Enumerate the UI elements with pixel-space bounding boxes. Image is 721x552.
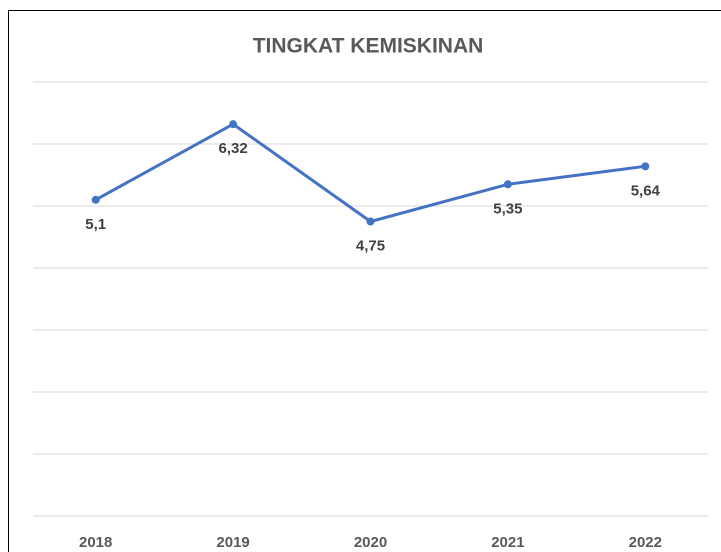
- x-tick-label: 2020: [354, 534, 387, 551]
- data-point: [641, 162, 650, 171]
- data-point: [366, 217, 375, 226]
- data-point: [229, 120, 238, 129]
- x-tick-label: 2019: [216, 534, 249, 551]
- data-label: 5,35: [493, 200, 522, 217]
- data-label: 4,75: [356, 237, 385, 254]
- data-label: 5,1: [85, 216, 106, 233]
- chart-border: [8, 10, 721, 552]
- data-label: 6,32: [218, 140, 247, 157]
- data-point: [91, 195, 100, 204]
- data-point: [503, 180, 512, 189]
- x-tick-label: 2018: [79, 534, 112, 551]
- x-tick-label: 2021: [491, 534, 524, 551]
- x-tick-label: 2022: [629, 534, 662, 551]
- chart-title: TINGKAT KEMISKINAN: [253, 35, 484, 58]
- data-label: 5,64: [631, 182, 661, 199]
